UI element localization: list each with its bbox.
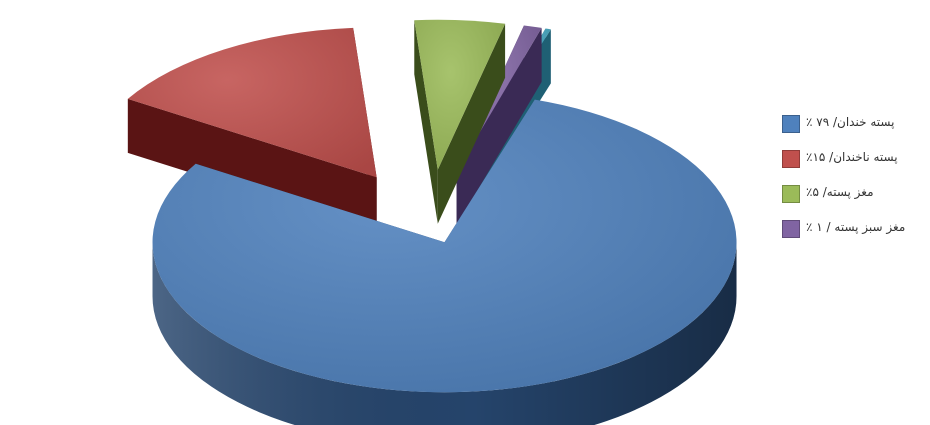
legend-label: مغز سبز پسته / ۱ ٪ <box>806 220 906 234</box>
legend-item-maghz-sabz: مغز سبز پسته / ۱ ٪ <box>776 217 930 241</box>
chart-legend: پسته خندان/ ۷۹ ٪ پسته ناخندان/ ۱۵٪ مغز پ… <box>776 112 930 252</box>
pie-slice-maghz <box>414 19 506 224</box>
legend-item-maghz: مغز پسته/ ۵٪ <box>776 182 930 206</box>
pie-slice-khandan <box>152 99 737 425</box>
slice-rim-shade <box>152 242 737 425</box>
legend-swatch <box>782 220 800 238</box>
legend-swatch <box>782 150 800 168</box>
slice-wall <box>127 98 377 232</box>
slice-top-shade <box>414 19 506 170</box>
legend-label: پسته خندان/ ۷۹ ٪ <box>806 115 895 129</box>
slice-wall <box>437 23 506 224</box>
slice-wall <box>456 27 542 226</box>
slice-top-shade <box>152 99 737 393</box>
legend-swatch <box>782 185 800 203</box>
slice-top-shade <box>127 27 377 178</box>
slice-wall <box>414 20 438 224</box>
legend-item-nakhandan: پسته ناخندان/ ۱۵٪ <box>776 147 930 171</box>
legend-label: پسته ناخندان/ ۱۵٪ <box>806 150 898 164</box>
pie-slice-nakhandan <box>127 27 377 232</box>
legend-swatch <box>782 115 800 133</box>
legend-label: مغز پسته/ ۵٪ <box>806 185 874 199</box>
legend-item-khandan: پسته خندان/ ۷۹ ٪ <box>776 112 930 136</box>
